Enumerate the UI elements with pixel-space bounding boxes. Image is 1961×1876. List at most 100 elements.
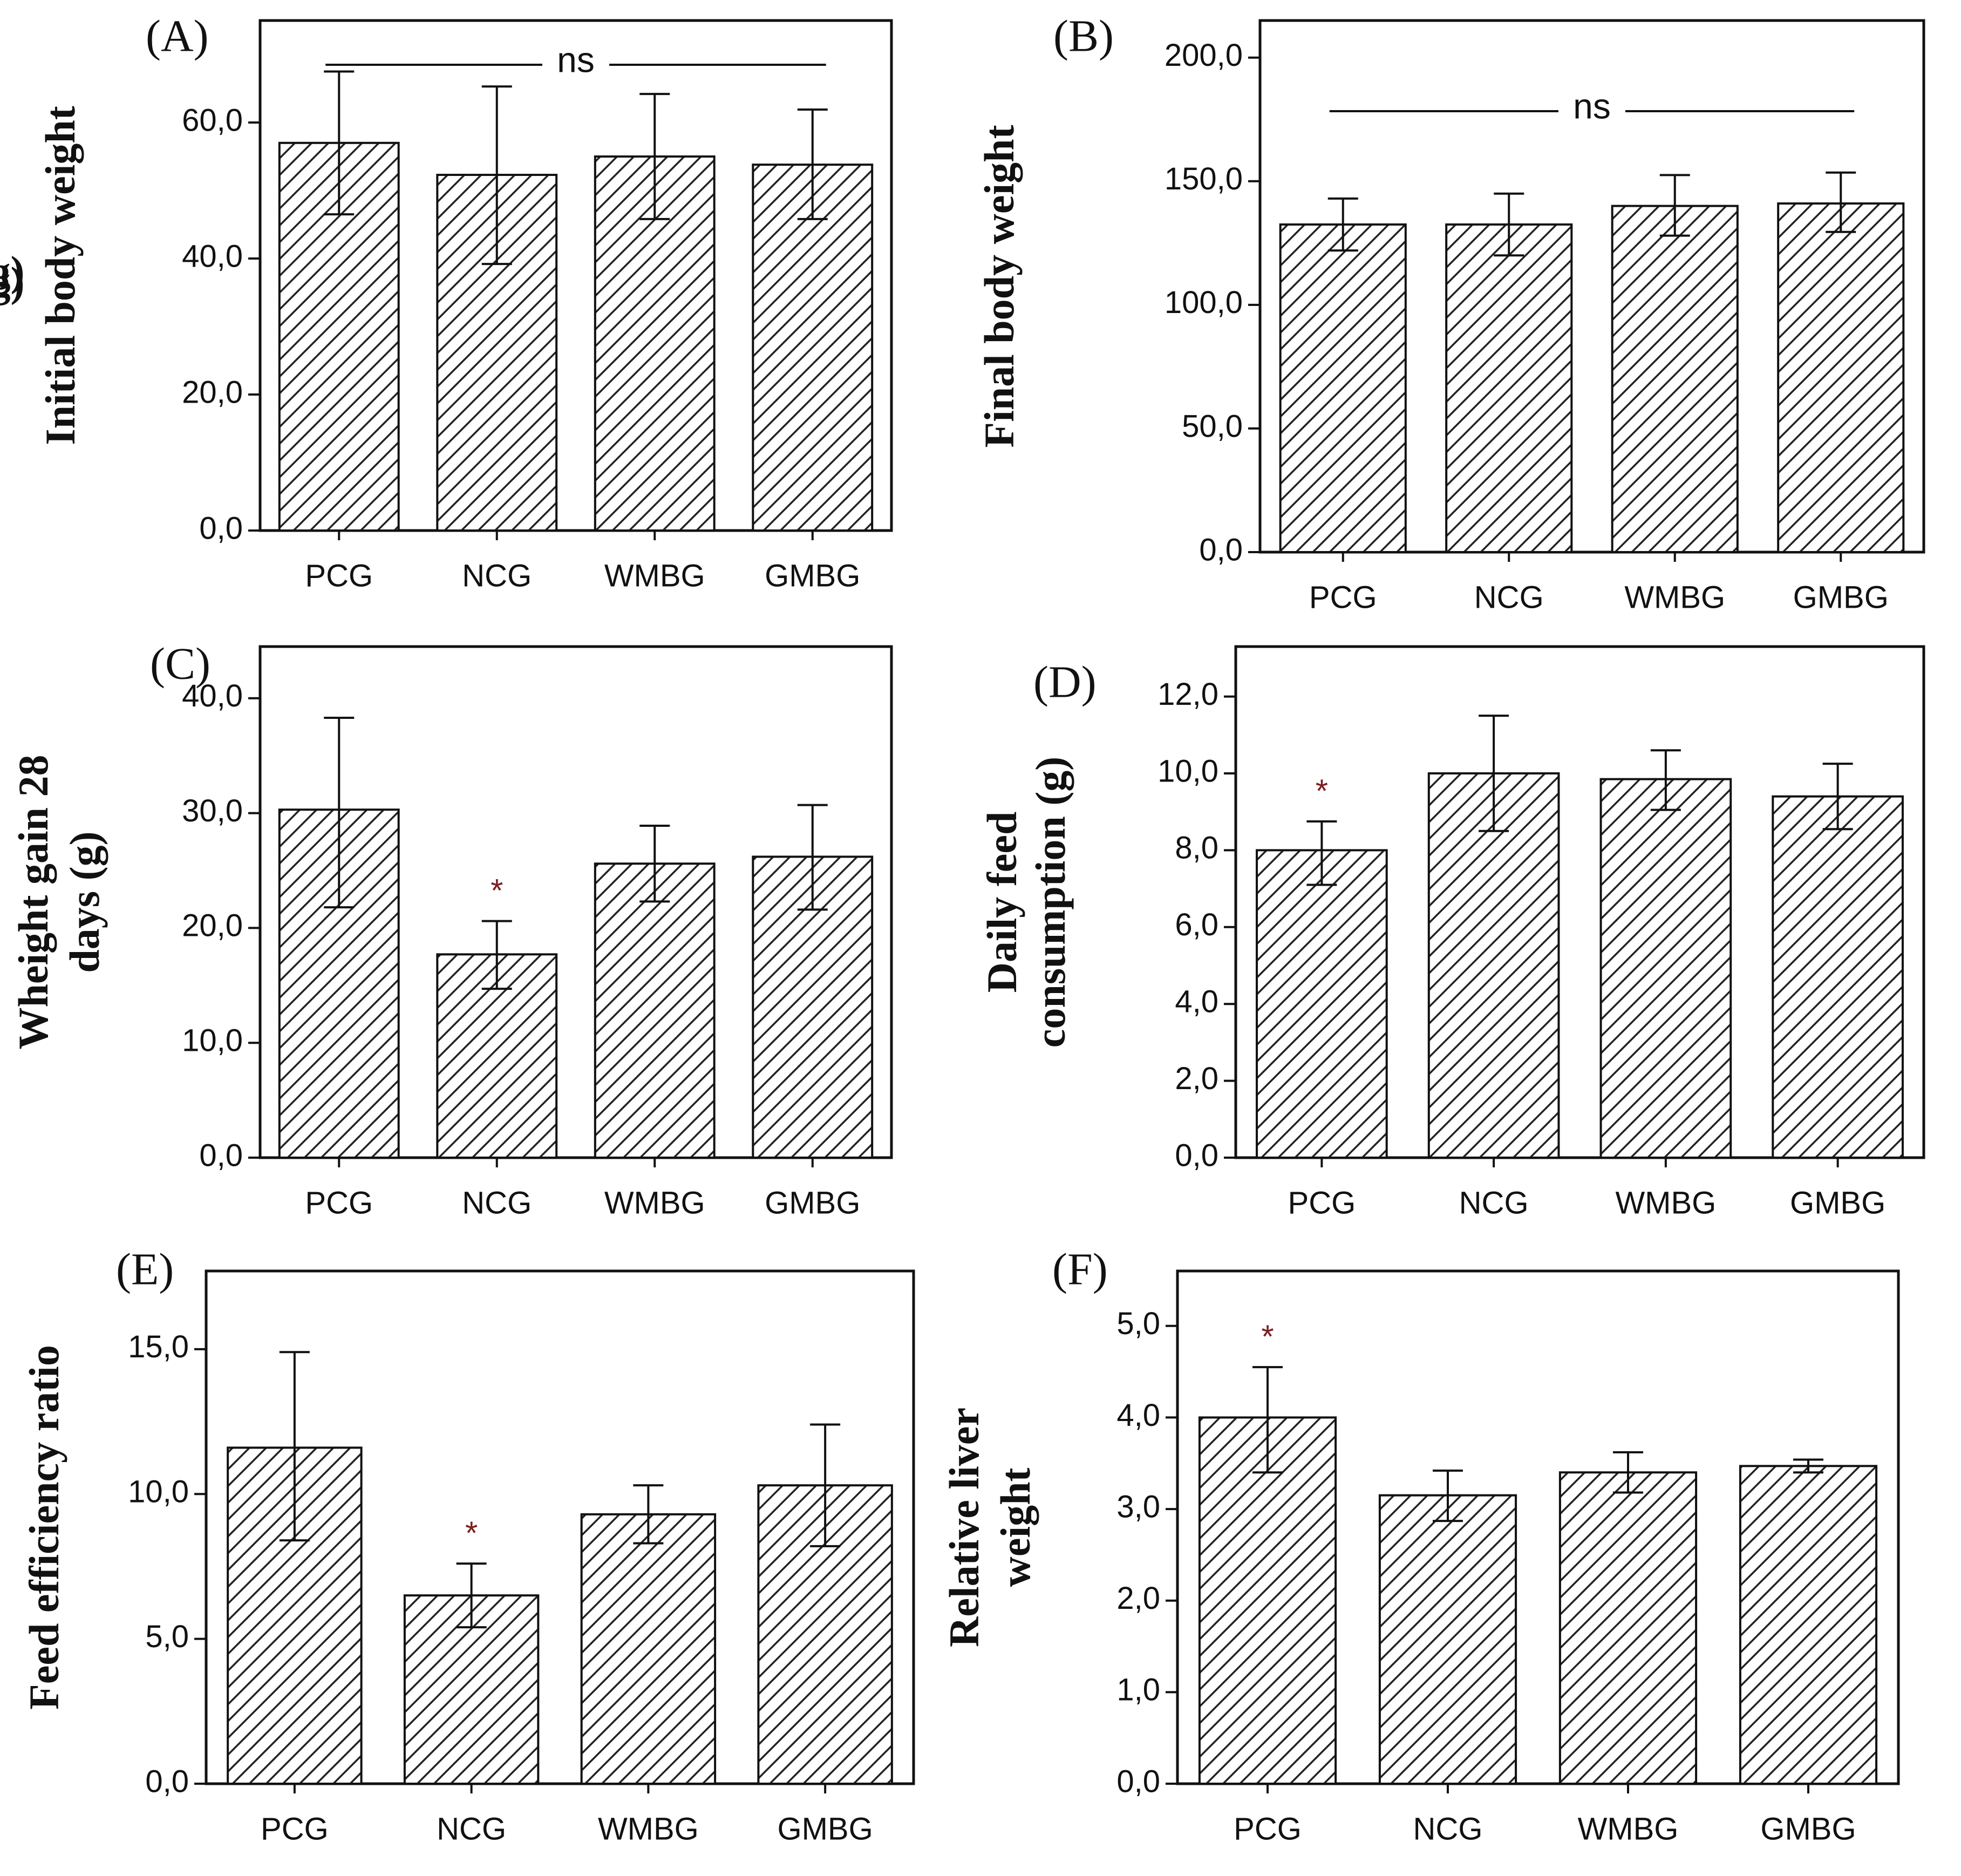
- y-tick-label: 8,0: [1175, 831, 1218, 866]
- category-label: PCG: [305, 558, 373, 593]
- bar-pcg: [1256, 849, 1388, 1159]
- y-tick-label: 1,0: [1116, 1673, 1160, 1708]
- category-label: NCG: [1459, 1185, 1529, 1220]
- category-label: WMBG: [1615, 1185, 1716, 1220]
- y-tick-label: 40,0: [182, 239, 243, 274]
- y-tick-label: 30,0: [182, 793, 243, 828]
- category-label: PCG: [1288, 1185, 1356, 1220]
- plot-frame: [1176, 1269, 1900, 1785]
- y-tick-label: 20,0: [182, 908, 243, 943]
- category-label: NCG: [462, 558, 532, 593]
- y-axis-title: Relative liver: [941, 1408, 988, 1647]
- bar-ncg: [1445, 223, 1573, 554]
- bar-wmbg: [1599, 778, 1732, 1159]
- y-tick-label: 0,0: [1199, 532, 1243, 567]
- category-label: WMBG: [1578, 1811, 1679, 1846]
- category-label: PCG: [261, 1811, 329, 1846]
- category-label: GMBG: [1790, 1185, 1885, 1220]
- y-tick-label: 50,0: [1182, 409, 1243, 444]
- y-axis-title: Initial body weight: [37, 106, 84, 445]
- y-axis-title: consumption (g): [1027, 757, 1074, 1048]
- y-tick-label: 150,0: [1165, 161, 1243, 196]
- category-label: GMBG: [778, 1811, 873, 1846]
- y-axis-title: (g): [0, 258, 24, 305]
- panel-b: (B) 0,0 50,0 100,0 150,0 200,0 Final body weig…: [0, 11, 1925, 615]
- y-tick-label: 12,0: [1157, 677, 1218, 712]
- panel-a: (A) 0,0 20,0 40,0 60,0 Initial body weight (g)…: [0, 11, 893, 593]
- y-axis-title: Feed efficiency ratio: [21, 1345, 67, 1710]
- panel-letter: (D): [1033, 657, 1097, 707]
- y-tick-label: 20,0: [182, 375, 243, 410]
- y-tick-label: 0,0: [1116, 1764, 1160, 1799]
- category-label: NCG: [1413, 1811, 1483, 1846]
- bar-pcg: [1279, 223, 1407, 554]
- y-tick-label: 100,0: [1165, 285, 1243, 320]
- bar-gmbg: [752, 164, 874, 532]
- category-label: WMBG: [598, 1811, 699, 1846]
- y-tick-label: 10,0: [128, 1474, 189, 1510]
- panel-letter: (E): [116, 1244, 174, 1294]
- category-label: WMBG: [604, 1185, 705, 1220]
- y-axis-title: Wheight gain 28: [10, 755, 57, 1049]
- y-tick-label: 0,0: [199, 511, 243, 546]
- bar-ncg: [1378, 1494, 1517, 1785]
- y-tick-label: 10,0: [1157, 753, 1218, 789]
- y-tick-label: 2,0: [1116, 1581, 1160, 1616]
- y-tick-label: 2,0: [1175, 1061, 1218, 1096]
- y-tick-label: 5,0: [145, 1619, 189, 1654]
- category-label: GMBG: [765, 558, 860, 593]
- plot-frame: [205, 1269, 915, 1785]
- bar-ncg: [1427, 772, 1560, 1159]
- bar-gmbg: [1739, 1465, 1878, 1785]
- y-axis-title: days (g): [61, 831, 108, 973]
- y-tick-label: 0,0: [145, 1764, 189, 1799]
- y-tick-label: 4,0: [1175, 984, 1218, 1019]
- panel-letter: (F): [1052, 1244, 1108, 1294]
- category-label: GMBG: [1793, 580, 1889, 615]
- y-tick-label: 200,0: [1165, 38, 1243, 73]
- y-tick-label: 3,0: [1116, 1489, 1160, 1524]
- bar-gmbg: [1772, 795, 1904, 1159]
- plot-frame: [1258, 19, 1925, 554]
- panel-d: (D) 0,0 2,0 4,0 6,0 8,0 10,0 12,0 Daily feed cons…: [978, 645, 1925, 1220]
- plot-frame: [258, 645, 893, 1159]
- plot-frame: [1234, 645, 1925, 1159]
- y-tick-label: 60,0: [182, 103, 243, 138]
- bar-pcg: [1198, 1416, 1337, 1785]
- bar-wmbg: [1558, 1471, 1698, 1785]
- y-axis-title: Daily feed: [978, 812, 1025, 993]
- ns-annotation: ns: [1573, 86, 1611, 126]
- significance-star: *: [1316, 773, 1328, 809]
- category-label: NCG: [462, 1185, 532, 1220]
- panel-c: (C) 0,0 10,0 20,0 30,0 40,0 Wheight gain 28 day…: [10, 638, 893, 1220]
- category-label: NCG: [437, 1811, 506, 1846]
- y-axis-title: (g): [0, 247, 24, 294]
- significance-star: *: [491, 872, 503, 908]
- bar-wmbg: [580, 1513, 717, 1785]
- category-label: WMBG: [604, 558, 705, 593]
- y-axis-title: weight: [992, 1467, 1039, 1587]
- panel-letter: (B): [1053, 11, 1114, 61]
- panel-letter: (C): [150, 638, 210, 689]
- category-label: GMBG: [765, 1185, 860, 1220]
- panel-f: (F) 0,0 1,0 2,0 3,0 4,0 5,0 Relative liver weigh…: [941, 1244, 1900, 1846]
- bar-gmbg: [1777, 202, 1905, 553]
- panel-letter: (A): [146, 11, 209, 61]
- y-tick-label: 10,0: [182, 1023, 243, 1058]
- ns-annotation: ns: [557, 39, 595, 79]
- significance-star: *: [465, 1515, 478, 1551]
- category-label: PCG: [305, 1185, 373, 1220]
- y-tick-label: 0,0: [199, 1138, 243, 1173]
- y-tick-label: 0,0: [1175, 1138, 1218, 1173]
- y-axis-title: Final body weight: [976, 125, 1023, 447]
- y-tick-label: 5,0: [1116, 1306, 1160, 1341]
- y-tick-label: 15,0: [128, 1329, 189, 1364]
- category-label: GMBG: [1760, 1811, 1856, 1846]
- y-tick-label: 40,0: [182, 678, 243, 713]
- category-label: WMBG: [1624, 580, 1725, 615]
- panel-e: (E) 0,0 5,0 10,0 15,0 Feed efficiency ratio PC…: [21, 1244, 915, 1846]
- bar-wmbg: [594, 862, 716, 1159]
- plot-frame: [258, 19, 893, 532]
